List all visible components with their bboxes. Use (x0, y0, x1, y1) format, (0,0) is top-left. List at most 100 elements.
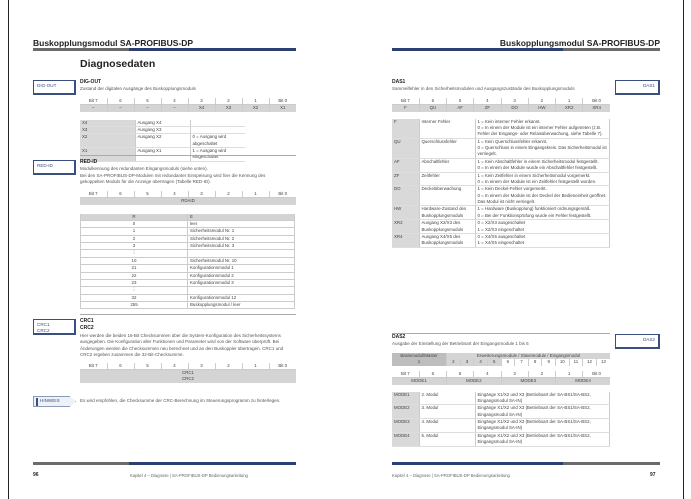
page-edge (683, 0, 684, 499)
bit-cell: X1 (268, 104, 296, 112)
bit-cell: 1 (241, 190, 269, 199)
span-cell: CRC2 (80, 376, 296, 383)
table-cell: 0 = Ausgang wird abgeschaltet (189, 133, 245, 149)
table-cell: 32 (80, 294, 188, 303)
bit-cell: AF (445, 104, 474, 112)
redid-table: R E 0 leer 1 Sicherheitsmodul Nr. 1 2 Sicherhei… (80, 213, 295, 310)
das2-table: MODE1 2. Modul Eingänge X1/X2 und X3 (Betr… (392, 391, 610, 447)
table-row: 1 Sicherheitsmodul Nr. 1 (80, 227, 295, 236)
bit-cell: 4 (473, 370, 501, 379)
bit-cell: Bit 7 (80, 97, 107, 106)
bit-cell: Bit 7 (80, 362, 107, 370)
table-cell: Ausgang X4/X5 des Buskopplungsmoduls (418, 233, 475, 248)
section-das1: DAS1 Sammelfehler in den Sicherheitsmodu… (392, 79, 610, 248)
table-cell: 3. Modul (418, 404, 475, 420)
table-cell: XR4 (392, 233, 419, 248)
bit-cell: 6 (106, 190, 134, 199)
bit-cell: 4 (160, 362, 188, 370)
section-digout: DIG-OUT Zustand der digitalen Ausgänge d… (80, 79, 296, 162)
table-cell: 1 = Hardware (Buskopplung) funktioniert … (474, 205, 610, 221)
bit-cell: 6 (106, 97, 134, 106)
footer-bar-right (392, 462, 660, 465)
section-desc: Sammelfehler in den Sicherheitsmodulen u… (392, 86, 575, 92)
header-bar-left (33, 48, 296, 51)
footer-text: Kapitel 4 – Diagnose | SA-PROFIBUS-DP Be… (392, 473, 510, 478)
table-cell: 1 = Kein Zeitfehler in einem Sicherheits… (474, 172, 610, 187)
side-label-redid: RED-ID (33, 160, 76, 175)
bit-cell: 6 (418, 97, 447, 106)
table-row: MODE2 3. Modul Eingänge X1/X2 und X3 (Betr… (392, 404, 610, 420)
bit-table: Bit 7 6 5 4 3 2 1 Bit 0– – – – X4 X3 X2 X1 (80, 97, 296, 112)
bit-cell: Bit 7 (392, 370, 420, 379)
table-cell: Sicherheitsmodul Nr. 3 (187, 242, 295, 251)
mode-cell: MODE1 (392, 377, 447, 385)
table-cell: Eingänge X1/X2 und X3 (Betriebsart der S… (474, 432, 610, 447)
table-cell: X3 (80, 126, 135, 135)
span-cell: CRC1 (80, 369, 296, 377)
table-cell: Sicherheitsmodul Nr. 2 (187, 235, 295, 244)
section-desc: Zustand der digitalen Ausgänge des Busko… (80, 86, 196, 92)
das1-table: F Interner Fehler 1 = Kein interner Fehler… (392, 118, 610, 248)
note-text: Es wird empfohlen, die Checksumme der CR… (80, 398, 281, 403)
table-cell: AF (392, 158, 419, 173)
table-cell: ⋮ (80, 249, 188, 258)
table-row: XR2 Ausgang X2/X3 des Buskopplungsmoduls 0… (392, 219, 610, 234)
table-row: MODE3 4. Modul Eingänge X1/X2 und X3 (Betr… (392, 418, 610, 433)
side-label: CRC1 (37, 322, 50, 327)
bit-cell: Bit 0 (268, 97, 296, 106)
section-heading: DAS1 (392, 79, 406, 85)
table-cell: Abschaltfehler (418, 158, 475, 173)
table-cell: E (187, 213, 295, 221)
bit-cell: 4 (473, 97, 501, 106)
bit-cell: X2 (241, 104, 269, 112)
bit-cell: X4 (187, 104, 215, 112)
header-title-right: Buskopplungsmodul SA-PROFIBUS-DP (499, 38, 660, 48)
module-cell: 1 (392, 359, 447, 366)
table-cell: X1 (80, 147, 135, 162)
table-row: QU Querschlussfehler 1 = Kein Querschlussf… (392, 138, 610, 159)
module-cell: 9 (541, 359, 556, 366)
bit-table: Bit 7 6 5 4 3 2 1 Bit 0 MODE1 MODE2 MODE3 MODE4 (392, 370, 610, 385)
bit-cell: 2 (527, 370, 556, 379)
table-cell: Konfigurationsmodul 3 (187, 279, 295, 288)
table-row: AF Abschaltfehler 1 = Kein Abschaltfehler … (392, 158, 610, 173)
table-row: DO Deckelüberwachung 1 = Kein Deckel-Fehle… (392, 185, 610, 207)
table-row: F Interner Fehler 1 = Kein interner Fehler… (392, 118, 610, 139)
mode-cell: MODE4 (555, 377, 610, 385)
bit-cell: 3 (187, 362, 215, 370)
table-cell: 255 (80, 301, 188, 310)
bit-cell: X3 (214, 104, 242, 112)
bit-cell: 5 (133, 190, 161, 199)
header-bar-right (392, 48, 660, 51)
module-cell: 5 (486, 359, 501, 366)
page-title: Diagnosedaten (80, 58, 156, 70)
table-cell: 21 (80, 264, 188, 273)
table-cell: Ausgang X4 (134, 119, 190, 127)
table-cell: 5. Modul (418, 432, 475, 447)
table-row: 32 Konfigurationsmodul 12 (80, 294, 295, 303)
table-row: 21 Konfigurationsmodul 1 (80, 264, 295, 273)
bit-cell: 1 (241, 97, 269, 106)
side-label-digout: DIG-OUT (33, 80, 76, 95)
bit-cell: Bit 0 (582, 97, 610, 106)
section-heading: RED-ID (80, 159, 98, 165)
bit-cell: 4 (160, 190, 188, 199)
table-cell: Sicherheitsmodul Nr. 1 (187, 227, 295, 236)
side-label-crc: CRC1 CRC2 (33, 319, 76, 335)
bit-table: Bit 7 6 5 4 3 2 1 Bit 0 F QU AF ZF DO HW XR2 XR4 (392, 97, 610, 112)
table-row: MODE4 5. Modul Eingänge X1/X2 und X3 (Betr… (392, 432, 610, 447)
table-cell: Ausgang X2/X3 des Buskopplungsmoduls (418, 219, 475, 234)
table-cell: Buskopplungsmodul / leer (187, 301, 295, 310)
table-row: ⋮ (80, 249, 295, 258)
bit-cell: 2 (214, 190, 242, 199)
bit-cell: 4 (160, 97, 188, 106)
table-cell: 1 = Kein Abschaltfehler in einem Sicherh… (474, 158, 610, 173)
table-row: 10 Sicherheitsmodul Nr. 10 (80, 257, 295, 266)
bit-cell: – (133, 104, 161, 112)
table-cell: ZF (392, 172, 419, 187)
table-cell: Zeitfehler (418, 172, 475, 187)
bit-cell: 6 (418, 370, 447, 379)
table-cell: F (392, 118, 419, 139)
table-row: 255 Buskopplungsmodul / leer (80, 301, 295, 310)
module-cell: 8 (527, 359, 542, 366)
